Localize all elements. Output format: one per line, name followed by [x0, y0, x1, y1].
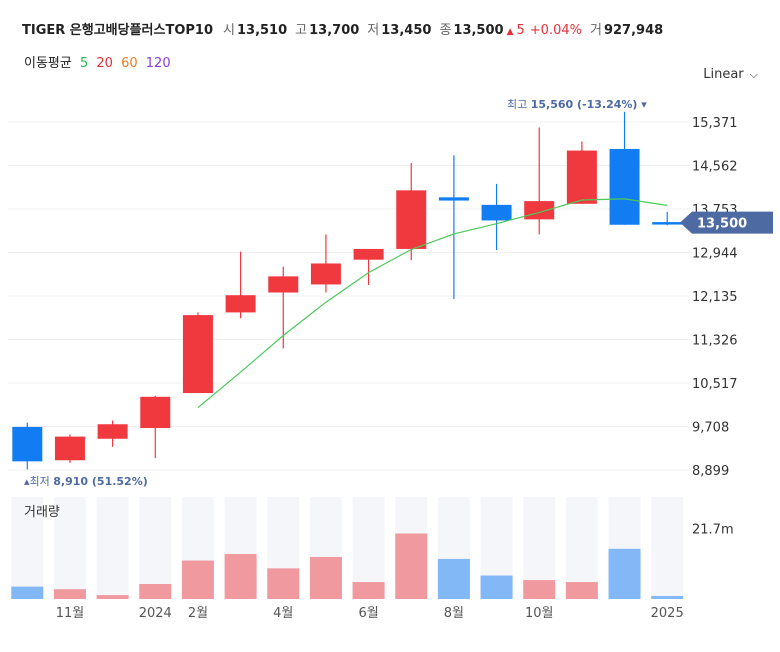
candle-body — [609, 148, 640, 225]
y-tick-label: 9,708 — [692, 421, 729, 436]
candle-body — [310, 263, 341, 285]
open-label: 시 — [223, 23, 235, 38]
high-annotation-value: 15,560 (-13.24%) ▾ — [531, 98, 648, 111]
chevron-down-icon: ⌵ — [749, 68, 758, 81]
moving-average-label: 이동평균 — [24, 56, 72, 71]
volume-background — [53, 497, 86, 599]
candle-body — [12, 426, 43, 462]
candle-body — [140, 396, 171, 429]
scale-selector-label: Linear — [703, 67, 744, 82]
volume-bar — [651, 595, 684, 599]
candle-body — [396, 190, 427, 249]
y-tick-label: 11,326 — [692, 334, 738, 349]
ma-period-5[interactable]: 5 — [79, 56, 89, 71]
up-triangle-icon: ▲ — [506, 27, 514, 37]
candle-body — [438, 197, 469, 201]
quote-header: TIGER 은행고배당플러스TOP10 시 13,510 고 13,700 저 … — [22, 19, 671, 38]
volume-title: 거래량 — [24, 505, 60, 520]
y-tick-label: 15,371 — [692, 116, 738, 131]
x-tick-label: 2024 — [139, 606, 172, 621]
volume-bar — [53, 589, 86, 599]
current-price-value: 13,500 — [697, 217, 747, 232]
candle-body — [353, 248, 384, 260]
y-tick-label: 14,562 — [692, 160, 738, 175]
change-percent: +0.04% — [529, 23, 582, 38]
low-annotation-value: 8,910 (51.52%) — [53, 475, 148, 488]
candle-body — [182, 315, 213, 394]
y-tick-label: 8,899 — [692, 464, 729, 479]
moving-average-legend[interactable]: 이동평균 5 20 60 120 — [24, 52, 175, 71]
x-tick-label: 4월 — [273, 606, 293, 621]
low-annotation: ▴최저 8,910 (51.52%) — [24, 475, 148, 488]
high-value: 13,700 — [309, 23, 360, 38]
time-axis: 11월 2024 2월 4월 6월 8월 10월 2025 — [56, 606, 684, 621]
y-tick-label: 12,135 — [692, 290, 738, 305]
volume-bar — [608, 548, 641, 599]
volume-bar — [96, 595, 129, 599]
volume-bar — [480, 575, 513, 599]
x-tick-label: 2025 — [651, 606, 684, 621]
security-name: TIGER 은행고배당플러스TOP10 — [22, 23, 214, 38]
ma-period-20[interactable]: 20 — [96, 56, 113, 71]
close-value: 13,500 — [453, 23, 504, 38]
ma-period-120[interactable]: 120 — [145, 56, 171, 71]
volume-tick-label: 21.7m — [692, 522, 734, 537]
volume-label: 거 — [589, 23, 602, 38]
candle-body — [54, 436, 85, 461]
volume-bar — [11, 586, 44, 599]
volume-bar — [267, 568, 300, 599]
low-label: 저 — [367, 23, 380, 38]
open-value: 13,510 — [236, 23, 288, 38]
moving-average-lines — [197, 198, 668, 409]
volume-bar — [565, 582, 598, 599]
x-tick-label: 6월 — [358, 606, 378, 621]
volume-bar — [352, 582, 385, 599]
low-value: 13,450 — [381, 23, 432, 38]
scale-selector[interactable]: Linear ⌵ — [703, 67, 758, 82]
volume-bar — [523, 580, 556, 599]
low-annotation-label: ▴최저 — [24, 475, 53, 488]
candle-body — [652, 222, 683, 225]
ma-5-line — [197, 198, 668, 409]
volume-bar — [395, 533, 428, 599]
x-tick-label: 10월 — [525, 606, 554, 621]
volume-bar — [181, 560, 214, 599]
candles — [12, 111, 683, 470]
high-annotation-label: 최고 — [507, 98, 531, 111]
volume-background — [139, 497, 172, 599]
volume-bar — [224, 554, 257, 599]
x-tick-label: 11월 — [56, 606, 85, 621]
volume-value: 927,948 — [603, 23, 664, 38]
candle-body — [268, 276, 299, 293]
volume-background — [651, 497, 684, 599]
volume-background — [565, 497, 598, 599]
y-tick-label: 10,517 — [692, 377, 738, 392]
candle-body — [97, 424, 128, 439]
volume-bars — [11, 533, 684, 599]
chart-annotations: 최고 15,560 (-13.24%) ▾ ▴최저 8,910 (51.52%) 1… — [24, 98, 773, 488]
close-label: 종 — [439, 23, 452, 38]
candle-body — [524, 201, 555, 220]
high-label: 고 — [295, 23, 308, 38]
x-tick-label: 8월 — [444, 606, 464, 621]
x-tick-label: 2월 — [188, 606, 208, 621]
ma-period-60[interactable]: 60 — [121, 56, 138, 71]
candle-body — [225, 295, 256, 313]
volume-bar — [309, 556, 342, 599]
change-value: 5 — [516, 23, 525, 38]
candle-body — [481, 204, 512, 221]
volume-bar — [139, 584, 172, 599]
volume-background — [352, 497, 385, 599]
high-annotation: 최고 15,560 (-13.24%) ▾ — [507, 98, 647, 111]
current-price-badge — [680, 211, 773, 234]
y-tick-label: 12,944 — [692, 247, 738, 262]
volume-bar — [437, 558, 470, 599]
candle-body — [566, 150, 597, 204]
volume-background — [96, 497, 129, 599]
volume-background — [11, 497, 44, 599]
